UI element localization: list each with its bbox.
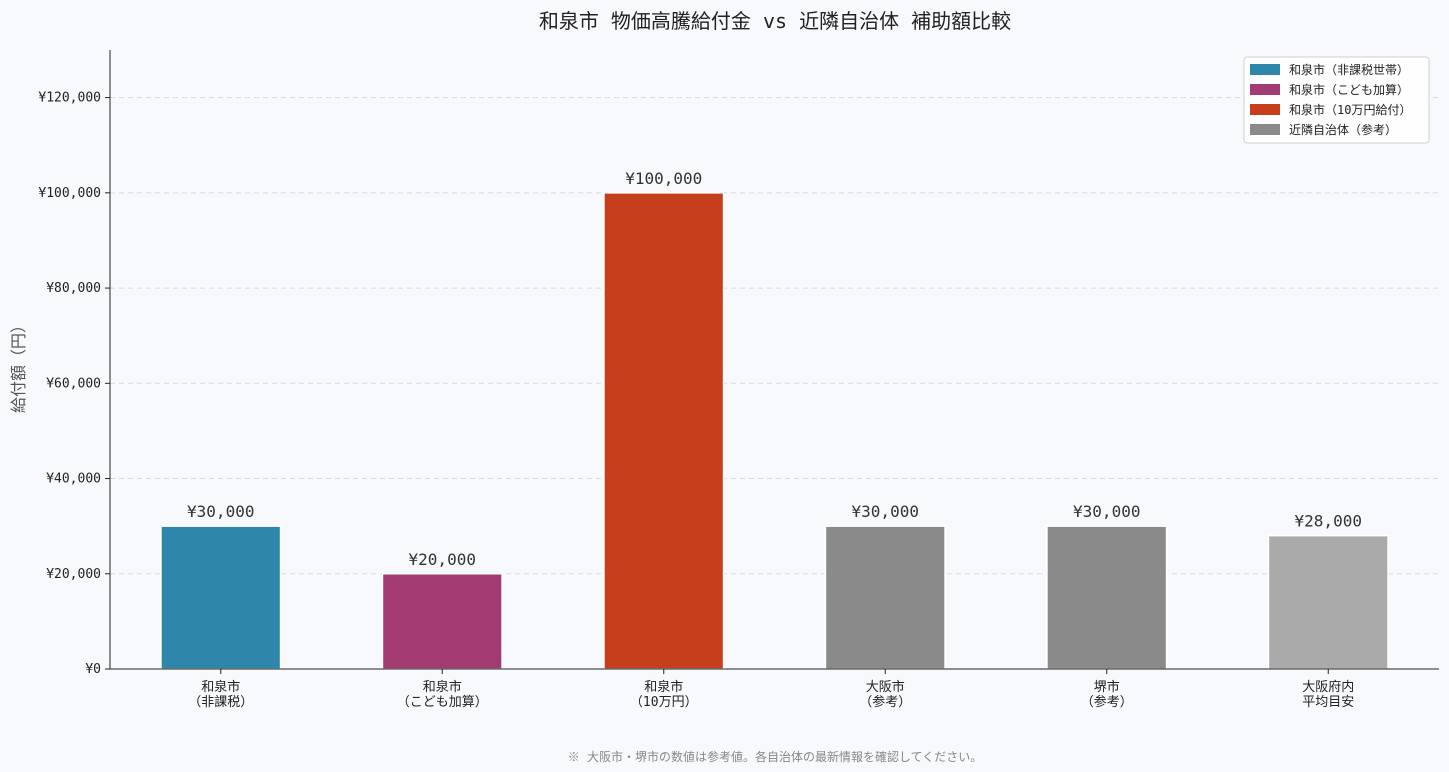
bars: [160, 192, 1389, 670]
bar: [160, 525, 282, 670]
legend-box: [1243, 56, 1430, 144]
y-axis-label: 給付額（円）: [9, 317, 28, 413]
legend-swatch: [1250, 124, 1280, 135]
data-label: ¥20,000: [409, 550, 476, 569]
legend-swatch: [1250, 84, 1280, 95]
y-tick-label: ¥40,000: [46, 472, 101, 487]
y-tick-label: ¥100,000: [38, 186, 101, 201]
x-tick-label: （参考）: [1081, 694, 1133, 710]
legend-label: 和泉市（非課税世帯）: [1289, 62, 1409, 77]
legend-swatch: [1250, 64, 1280, 75]
x-tick-label: （非課税）: [188, 694, 253, 710]
y-tick-label: ¥60,000: [46, 376, 101, 391]
data-label: ¥30,000: [852, 502, 919, 521]
y-axis-ticks: ¥0 ¥20,000 ¥40,000 ¥60,000 ¥80,000 ¥100,000 ¥1…: [38, 91, 110, 677]
x-tick-label: 平均目安: [1302, 695, 1354, 710]
chart-title: 和泉市 物価高騰給付金 vs 近隣自治体 補助額比較: [539, 9, 1011, 33]
x-tick-label: （10万円）: [630, 695, 698, 710]
legend-label: 和泉市（10万円給付）: [1289, 102, 1411, 117]
legend-label: 和泉市（こども加算）: [1289, 82, 1409, 97]
y-tick-label: ¥20,000: [46, 567, 101, 582]
y-tick-label: ¥80,000: [46, 281, 101, 296]
bar: [381, 573, 503, 670]
data-label: ¥100,000: [625, 169, 702, 188]
legend: 和泉市（非課税世帯） 和泉市（こども加算） 和泉市（10万円給付） 近隣自治体（参考）: [1243, 56, 1430, 144]
x-tick-label: 和泉市: [423, 679, 462, 695]
gridlines: [110, 97, 1439, 575]
bar: [824, 525, 946, 670]
x-tick-label: 大阪府内: [1302, 679, 1354, 695]
data-label: ¥30,000: [1073, 502, 1140, 521]
y-tick-label: ¥0: [85, 662, 101, 677]
legend-swatch: [1250, 104, 1280, 115]
bar: [603, 192, 725, 670]
legend-label: 近隣自治体（参考）: [1289, 122, 1397, 137]
data-label: ¥28,000: [1295, 512, 1362, 531]
y-tick-label: ¥120,000: [38, 91, 101, 106]
x-tick-label: 大阪市: [866, 679, 905, 695]
x-tick-label: 堺市: [1094, 679, 1120, 695]
x-tick-label: 和泉市: [644, 679, 683, 695]
bar: [1046, 525, 1168, 670]
x-axis-categories: 和泉市（非課税）和泉市（こども加算）和泉市（10万円）大阪市（参考）堺市（参考）…: [188, 669, 1354, 710]
bar: [1267, 534, 1389, 670]
footnote: ※ 大阪市・堺市の数値は参考値。各自治体の最新情報を確認してください。: [568, 749, 983, 764]
data-label: ¥30,000: [187, 502, 254, 521]
x-tick-label: 和泉市: [201, 679, 240, 695]
x-tick-label: （こども加算）: [397, 695, 488, 710]
x-tick-label: （参考）: [859, 694, 911, 710]
value-labels: ¥30,000 ¥20,000 ¥100,000 ¥30,000 ¥30,000 ¥28,…: [187, 169, 1362, 569]
